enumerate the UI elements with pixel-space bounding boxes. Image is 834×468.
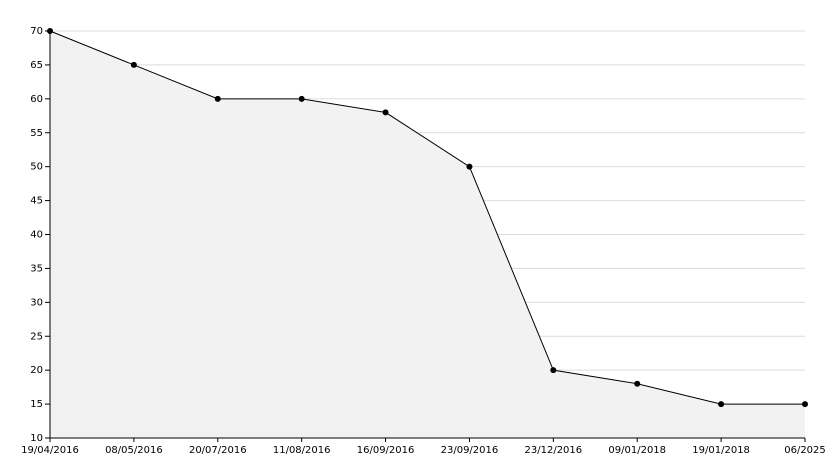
x-tick-label: 06/2025 bbox=[784, 445, 826, 456]
y-tick-label: 65 bbox=[30, 60, 43, 71]
y-tick-label: 60 bbox=[30, 94, 43, 105]
y-tick-label: 35 bbox=[30, 263, 43, 274]
marker bbox=[130, 61, 137, 68]
x-tick-label: 23/12/2016 bbox=[525, 445, 583, 456]
y-tick-label: 30 bbox=[30, 297, 43, 308]
marker bbox=[298, 95, 305, 102]
y-tick-label: 50 bbox=[30, 162, 43, 173]
x-tick-label: 08/05/2016 bbox=[105, 445, 163, 456]
y-tick-label: 45 bbox=[30, 196, 43, 207]
marker bbox=[802, 401, 808, 408]
marker bbox=[382, 109, 389, 116]
y-tick-label: 40 bbox=[30, 230, 43, 241]
marker bbox=[466, 163, 473, 170]
y-tick-label: 70 bbox=[30, 26, 43, 37]
x-tick-label: 09/01/2018 bbox=[608, 445, 666, 456]
x-tick-label: 11/08/2016 bbox=[273, 445, 331, 456]
x-tick-label: 23/09/2016 bbox=[441, 445, 499, 456]
marker bbox=[550, 367, 557, 374]
y-tick-label: 10 bbox=[30, 433, 43, 444]
marker bbox=[634, 380, 641, 387]
y-tick-label: 20 bbox=[30, 365, 43, 376]
x-tick-label: 19/01/2018 bbox=[692, 445, 750, 456]
y-tick-label: 15 bbox=[30, 399, 43, 410]
line bbox=[49, 30, 805, 405]
area bbox=[50, 31, 805, 438]
x-tick-label: 20/07/2016 bbox=[189, 445, 247, 456]
marker bbox=[718, 401, 725, 408]
x-tick-label: 16/09/2016 bbox=[357, 445, 415, 456]
y-tick-label: 25 bbox=[30, 331, 43, 342]
marker bbox=[214, 95, 221, 102]
x-tick-label: 19/04/2016 bbox=[21, 445, 79, 456]
y-tick-label: 55 bbox=[30, 128, 43, 139]
